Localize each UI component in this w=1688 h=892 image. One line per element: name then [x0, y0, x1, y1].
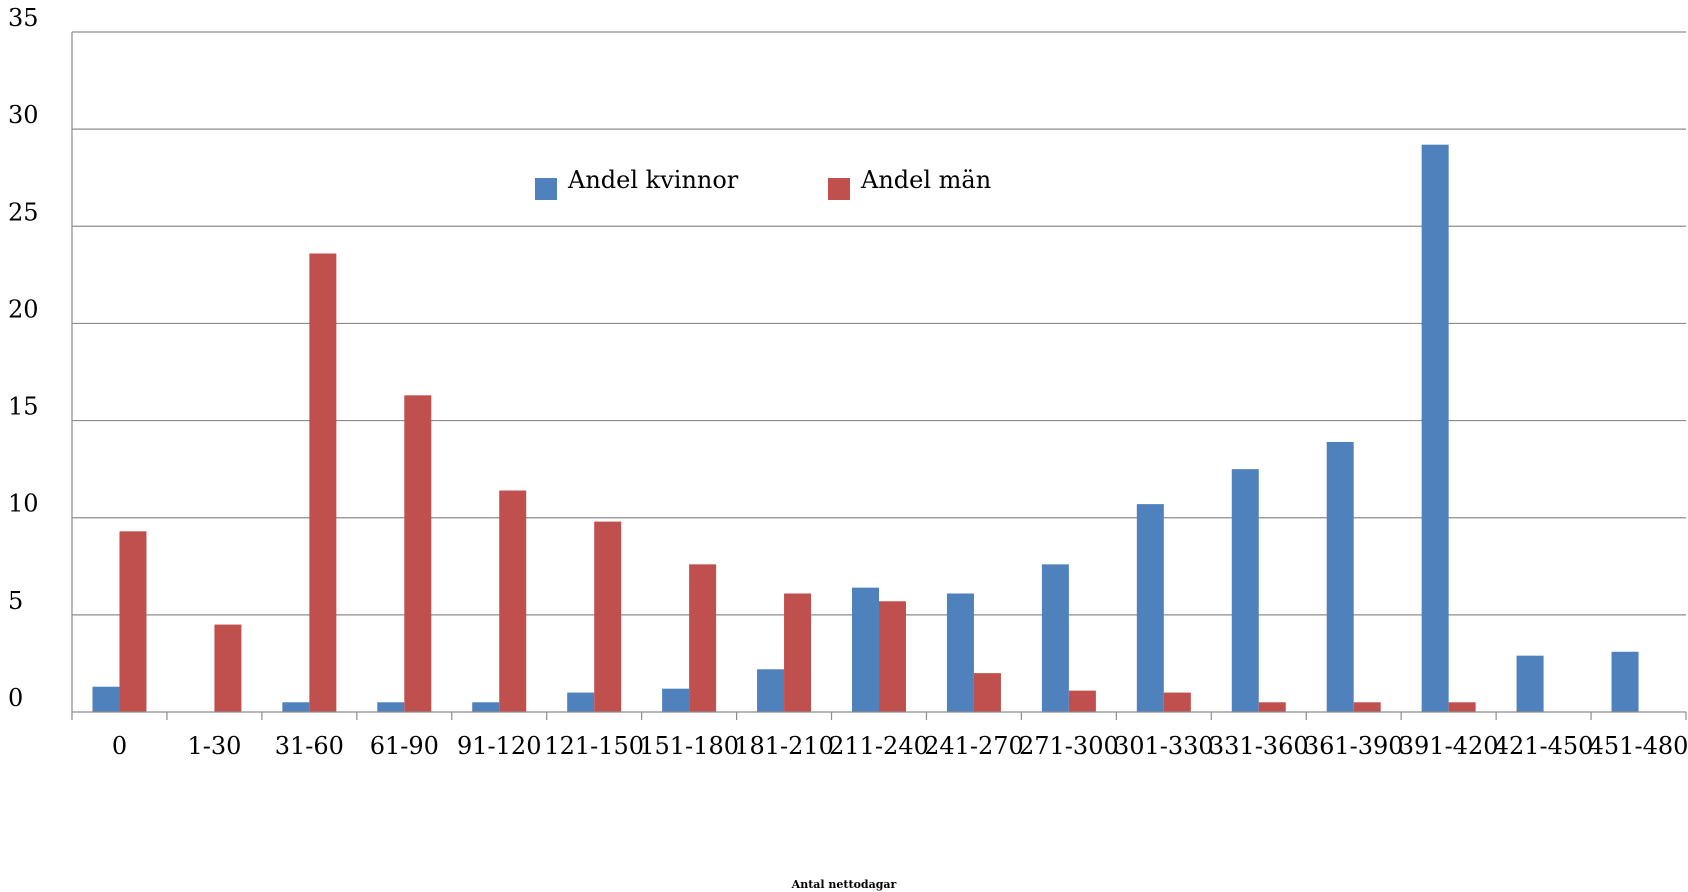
gridlines	[72, 31, 1686, 616]
y-tick-label: 0	[8, 684, 23, 712]
axes	[71, 32, 1687, 720]
bar-kvinnor-31-60	[282, 702, 310, 712]
x-tick-label: 181-210	[734, 732, 834, 760]
bar-man-211-240	[879, 601, 906, 712]
bar-man-151-180	[689, 564, 717, 712]
x-tick-label: 391-420	[1399, 732, 1499, 760]
y-tick-label: 25	[8, 198, 39, 226]
bar-kvinnor-91-120	[472, 702, 500, 712]
bar-man-181-210	[784, 593, 812, 712]
bar-kvinnor-421-450	[1516, 655, 1544, 712]
bar-kvinnor-361-390	[1326, 441, 1354, 712]
bar-man-271-300	[1068, 690, 1096, 712]
x-tick-label: 211-240	[829, 732, 929, 760]
x-tick-label: 271-300	[1019, 732, 1119, 760]
x-tick-label: 0	[112, 732, 127, 760]
x-tick-label: 121-150	[544, 732, 644, 760]
bar-kvinnor-0	[92, 686, 120, 712]
bar-kvinnor-301-330	[1136, 504, 1164, 712]
x-tick-label: 361-390	[1304, 732, 1404, 760]
bar-kvinnor-241-270	[946, 593, 974, 712]
bar-man-391-420	[1448, 702, 1476, 712]
bar-man-31-60	[309, 253, 337, 712]
y-tick-label: 20	[8, 295, 39, 323]
legend-swatch-1	[828, 178, 850, 200]
x-axis-label: Antal nettodagar	[791, 878, 897, 891]
bar-kvinnor-451-480	[1611, 651, 1639, 712]
y-tick-label: 10	[8, 490, 39, 518]
bar-kvinnor-151-180	[662, 688, 690, 712]
x-tick-label: 31-60	[275, 732, 344, 760]
x-tick-label: 91-120	[457, 732, 541, 760]
x-tick-label: 451-480	[1589, 732, 1688, 760]
y-tick-label: 35	[8, 4, 39, 32]
bar-man-91-120	[499, 490, 527, 712]
legend-label-0: Andel kvinnor	[567, 166, 739, 194]
bars	[92, 144, 1639, 712]
y-tick-label: 30	[8, 101, 39, 129]
x-tick-label: 421-450	[1494, 732, 1594, 760]
bar-man-1-30	[214, 624, 242, 712]
bar-man-361-390	[1353, 702, 1381, 712]
x-tick-label: 331-360	[1209, 732, 1309, 760]
x-tick-label: 151-180	[639, 732, 739, 760]
x-tick-label: 1-30	[187, 732, 241, 760]
y-axis-ticks: 0 5 10 15 20 25 30 35	[8, 4, 39, 712]
bar-kvinnor-331-360	[1231, 469, 1259, 712]
bar-man-61-90	[404, 395, 432, 712]
bar-kvinnor-121-150	[567, 692, 595, 712]
legend-swatch-0	[535, 178, 557, 200]
x-tick-label: 61-90	[370, 732, 439, 760]
bar-man-241-270	[973, 673, 1001, 712]
legend-label-1: Andel män	[860, 166, 991, 194]
y-tick-label: 15	[8, 393, 39, 421]
bar-kvinnor-211-240	[852, 587, 879, 712]
bar-man-0	[119, 531, 147, 712]
legend: Andel kvinnor Andel män	[535, 166, 991, 200]
bar-kvinnor-391-420	[1421, 144, 1449, 712]
bar-kvinnor-181-210	[757, 669, 785, 712]
x-tick-label: 301-330	[1114, 732, 1214, 760]
y-tick-label: 5	[8, 587, 23, 615]
bar-man-301-330	[1163, 692, 1191, 712]
x-tick-label: 241-270	[924, 732, 1024, 760]
x-axis-ticks: 0 1-30 31-60 61-90 91-120 121-150151-180181-2…	[112, 732, 1688, 760]
bar-kvinnor-61-90	[377, 702, 405, 712]
bar-man-121-150	[594, 521, 622, 712]
bar-kvinnor-271-300	[1041, 564, 1069, 712]
bar-man-331-360	[1258, 702, 1286, 712]
